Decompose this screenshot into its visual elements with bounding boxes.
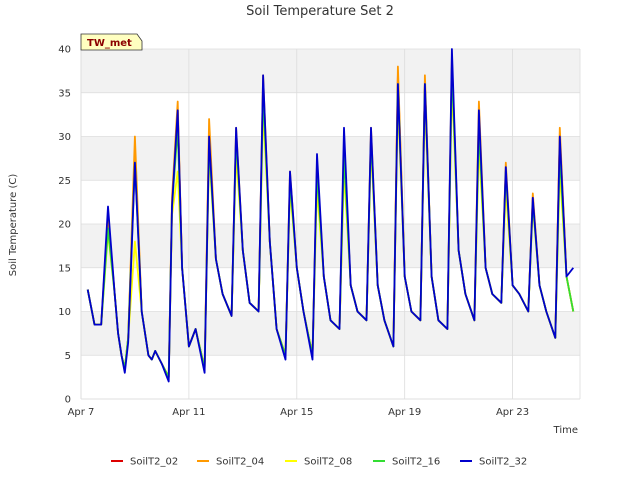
y-tick-label: 15 [58,263,71,274]
site-label: TW_met [87,38,132,49]
y-tick-label: 25 [58,176,71,187]
y-tick-label: 5 [65,351,71,362]
site-label-box: TW_met [80,33,143,51]
x-axis-ticks: Apr 7 Apr 11 Apr 15 Apr 19 Apr 23 [68,407,530,418]
chart-title: Soil Temperature Set 2 [246,4,394,19]
y-axis-label: Soil Temperature (C) [8,174,19,277]
legend-label: SoilT2_08 [304,457,352,468]
x-tick-label: Apr 11 [172,407,205,418]
series-lines [86,48,575,383]
y-tick-label: 0 [65,395,71,406]
series-line-soilt2-32 [86,48,575,383]
plot-band [81,136,580,181]
x-tick-label: Apr 23 [496,407,529,418]
legend-label: SoilT2_16 [392,457,440,468]
site-label-background [80,33,143,51]
plot-band [81,49,580,93]
y-tick-label: 20 [58,220,71,231]
x-tick-label: Apr 19 [388,407,421,418]
x-tick-label: Apr 7 [68,407,95,418]
y-axis-ticks: 0 5 10 15 20 25 30 35 40 [58,45,71,406]
plot-band [81,224,580,268]
legend-label: SoilT2_02 [130,457,178,468]
legend-label: SoilT2_04 [216,457,264,468]
x-tick-label: Apr 15 [280,407,313,418]
y-tick-label: 35 [58,88,71,99]
x-axis-label: Time [553,425,578,436]
legend-label: SoilT2_32 [479,457,527,468]
legend: SoilT2_02 SoilT2_04 SoilT2_08 SoilT2_16 Soil… [111,457,527,468]
y-tick-label: 40 [58,45,71,56]
y-tick-label: 10 [58,307,71,318]
grid-lines [80,48,581,400]
y-tick-label: 30 [58,132,71,143]
